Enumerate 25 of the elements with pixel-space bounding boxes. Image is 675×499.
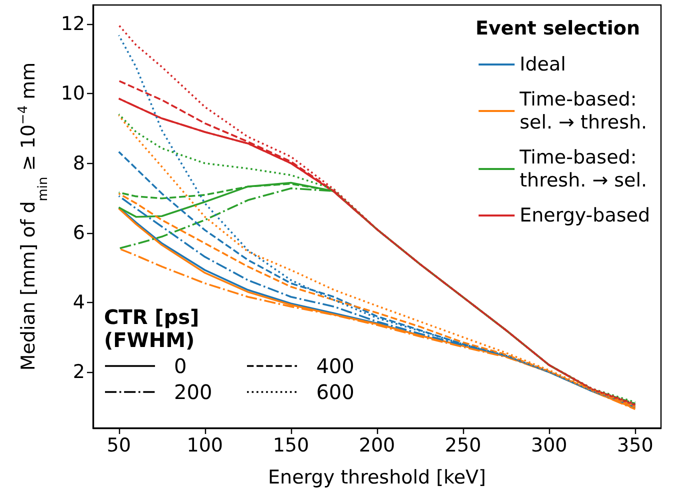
legend-label: Ideal bbox=[520, 54, 566, 76]
annotation: CTR [ps] (FWHM) bbox=[104, 305, 200, 352]
y-axis-title: Median [mm] of dmin ≥ 10−4 mm bbox=[16, 62, 51, 371]
legend-label: Time-based: thresh. → sel. bbox=[518, 146, 648, 192]
x-tick-label: 100 bbox=[186, 434, 224, 456]
x-tick-label: 150 bbox=[272, 434, 310, 456]
annotation: 400 bbox=[316, 354, 354, 378]
y-tick-label: 2 bbox=[72, 360, 85, 383]
legend-title: Event selection bbox=[475, 18, 640, 40]
legend-label: Time-based: sel. → thresh. bbox=[518, 88, 648, 134]
annotation: 600 bbox=[316, 380, 354, 404]
legend-label: Energy-based bbox=[520, 204, 650, 226]
x-tick-label: 350 bbox=[617, 434, 654, 456]
y-tick-label: 6 bbox=[72, 222, 85, 244]
x-tick-label: 50 bbox=[106, 434, 131, 456]
annotation: 0 bbox=[174, 354, 187, 378]
annotation: 200 bbox=[174, 380, 212, 404]
x-tick-label: 250 bbox=[444, 434, 482, 456]
y-tick-label: 8 bbox=[72, 152, 85, 174]
x-axis-title: Energy threshold [keV] bbox=[268, 466, 486, 488]
y-tick-label: 4 bbox=[72, 291, 85, 314]
x-tick-label: 200 bbox=[358, 434, 396, 456]
x-tick-label: 300 bbox=[530, 434, 568, 456]
y-tick-label: 12 bbox=[60, 13, 85, 36]
y-tick-label: 10 bbox=[60, 82, 85, 105]
